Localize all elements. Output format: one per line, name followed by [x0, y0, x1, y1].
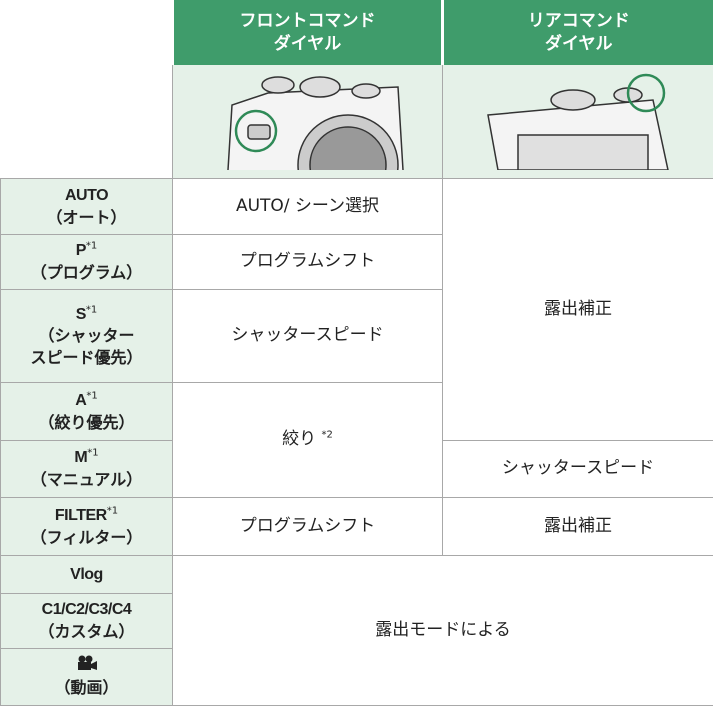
- mode-label: S*1 （シャッター スピード優先）: [0, 288, 173, 383]
- image-cell: [442, 65, 713, 179]
- mode-sub: スピード優先）: [30, 347, 143, 367]
- note: *1: [85, 304, 98, 316]
- mode-label: （動画）: [0, 647, 173, 706]
- mode-label: A*1 （絞り優先）: [0, 381, 173, 441]
- mode-name: C1/C2/C3/C4: [41, 601, 132, 619]
- mode-label: AUTO （オート）: [0, 177, 173, 235]
- front-dial-illustration: [226, 76, 404, 217]
- mode-sub: （オート）: [46, 207, 127, 227]
- mode-sub: （マニュアル）: [30, 470, 143, 489]
- header-text: フロントコマンド: [239, 10, 376, 31]
- mode-name: AUTO: [64, 186, 109, 204]
- cell-text: 絞り: [282, 429, 317, 450]
- mode-name: FILTER: [54, 506, 107, 524]
- cell: 露出補正: [442, 496, 713, 556]
- header-cell: フロントコマンド ダイヤル: [171, 0, 443, 65]
- note: *1: [87, 448, 99, 460]
- mode-label: P*1 （プログラム）: [0, 233, 173, 290]
- cell: 絞り *2: [172, 381, 443, 498]
- header-cell: リアコマンド ダイヤル: [441, 0, 713, 65]
- mode-sub: （絞り優先）: [38, 412, 135, 432]
- note: *1: [106, 505, 119, 517]
- mode-name: Vlog: [70, 565, 103, 583]
- mode-sub: （動画）: [54, 677, 119, 697]
- rear-dial-illustration: [487, 74, 669, 172]
- cell: プログラムシフト: [172, 233, 443, 290]
- note: *1: [86, 390, 98, 402]
- header-text: ダイヤル: [273, 33, 342, 54]
- mode-sub: （カスタム）: [38, 622, 135, 641]
- cell: AUTO/ シーン選択: [172, 177, 443, 235]
- header-text: ダイヤル: [545, 33, 613, 54]
- mode-name: M: [74, 449, 88, 467]
- mode-name: S: [75, 305, 87, 323]
- note: *2: [321, 429, 333, 441]
- mode-name: P: [75, 242, 87, 260]
- movie-icon: [77, 655, 97, 670]
- mode-sub: （プログラム）: [30, 263, 143, 282]
- cell: シャッタースピード: [442, 439, 713, 498]
- mode-label: M*1 （マニュアル）: [0, 439, 173, 498]
- mode-sub: （シャッター: [38, 326, 135, 346]
- cell: 露出補正: [442, 177, 713, 441]
- cell: シャッタースピード: [172, 288, 443, 383]
- mode-sub: （フィルター）: [30, 527, 143, 547]
- header-text: リアコマンド: [527, 10, 630, 31]
- cell: プログラムシフト: [172, 496, 443, 556]
- note: *1: [85, 241, 98, 253]
- mode-label: FILTER*1 （フィルター）: [0, 496, 173, 556]
- mode-name: A: [75, 391, 87, 409]
- mode-label: Vlog: [0, 554, 173, 594]
- cell: 露出モードによる: [172, 554, 713, 706]
- image-cell: [172, 65, 443, 217]
- mode-label: C1/C2/C3/C4 （カスタム）: [0, 592, 173, 649]
